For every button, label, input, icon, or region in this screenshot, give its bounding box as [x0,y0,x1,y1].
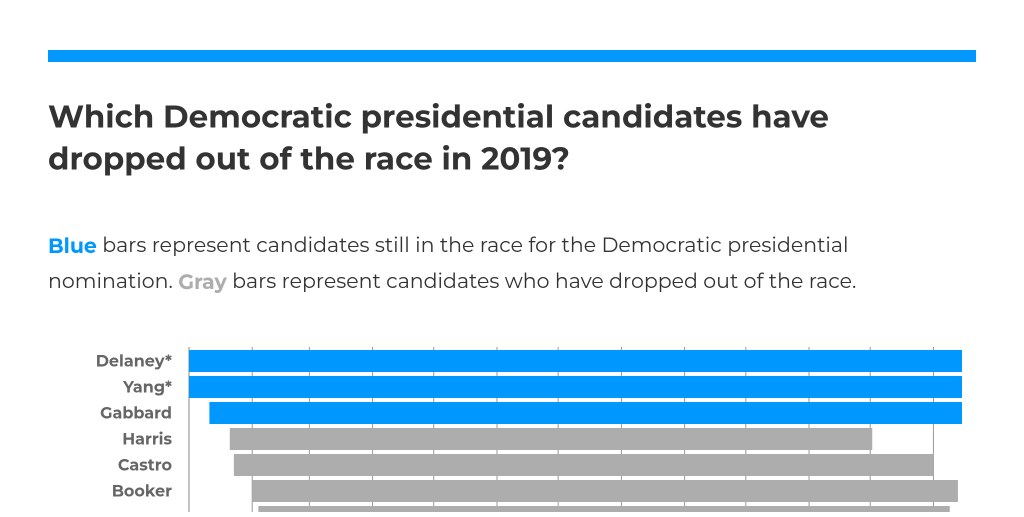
category-label: Booker [112,482,172,501]
bar [189,350,962,372]
bar [229,428,873,450]
category-label: Harris [122,430,172,449]
blue-word: Blue [48,234,97,259]
subtitle: Blue bars represent candidates still in … [48,233,849,258]
title-line: Which Democratic presidential candidates… [48,97,829,135]
subtitle-text: bars represent candidates still in the r… [97,233,849,258]
gray-word: Gray [178,270,227,295]
subtitle-text: nomination. [48,269,178,294]
bar [189,376,962,398]
category-label: Gabbard [100,404,172,423]
bar [233,454,934,476]
subtitle-text: bars represent candidates who have dropp… [227,269,857,294]
title-line: dropped out of the race in 2019? [48,139,570,177]
bar [258,506,950,517]
bar [252,480,958,502]
top-stripe [48,50,976,62]
subtitle: nomination. Gray bars represent candidat… [48,269,856,294]
category-label: Yang* [122,378,172,397]
category-label: Delaney* [96,352,172,371]
bar [209,402,963,424]
category-label: Castro [118,456,172,475]
